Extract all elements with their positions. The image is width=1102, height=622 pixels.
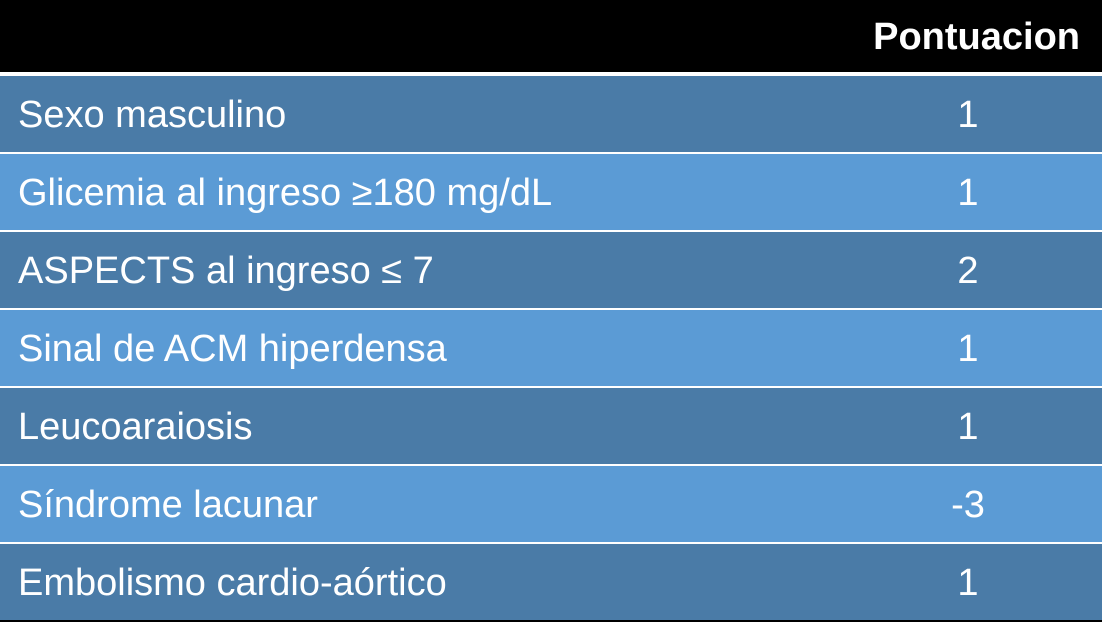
row-label: Sinal de ACM hiperdensa (18, 328, 447, 370)
row-score: 1 (957, 328, 979, 370)
table-row: Glicemia al ingreso ≥180 mg/dL 1 (0, 154, 1102, 230)
row-label: Sexo masculino (18, 94, 287, 136)
table-row: Embolismo cardio-aórtico 1 (0, 544, 1102, 620)
row-score: 1 (957, 562, 979, 604)
row-score: 1 (957, 94, 979, 136)
row-score: 1 (957, 172, 979, 214)
row-divider (0, 308, 1102, 310)
table-row: Sexo masculino 1 (0, 76, 1102, 152)
row-label: Embolismo cardio-aórtico (18, 562, 447, 604)
row-divider (0, 230, 1102, 232)
row-divider (0, 386, 1102, 388)
table-row: ASPECTS al ingreso ≤ 7 2 (0, 232, 1102, 308)
row-score: 1 (957, 406, 979, 448)
row-label: Síndrome lacunar (18, 484, 318, 526)
row-label: Glicemia al ingreso ≥180 mg/dL (18, 172, 553, 214)
row-divider (0, 542, 1102, 544)
row-divider (0, 464, 1102, 466)
header-score-cell: Pontuacion (873, 16, 1080, 58)
table-body: Sexo masculino 1 Glicemia al ingreso ≥18… (0, 76, 1102, 622)
table-header-row: Pontuacion (0, 0, 1102, 72)
table-row: Síndrome lacunar -3 (0, 466, 1102, 542)
table-row: Sinal de ACM hiperdensa 1 (0, 310, 1102, 386)
row-score: -3 (951, 484, 985, 526)
row-label: Leucoaraiosis (18, 406, 253, 448)
row-score: 2 (957, 250, 979, 292)
table-row: Leucoaraiosis 1 (0, 388, 1102, 464)
row-divider (0, 152, 1102, 154)
row-label: ASPECTS al ingreso ≤ 7 (18, 250, 434, 292)
header-divider (0, 72, 1102, 76)
